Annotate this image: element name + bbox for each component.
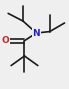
Text: N: N bbox=[33, 28, 40, 38]
Text: O: O bbox=[1, 36, 9, 45]
